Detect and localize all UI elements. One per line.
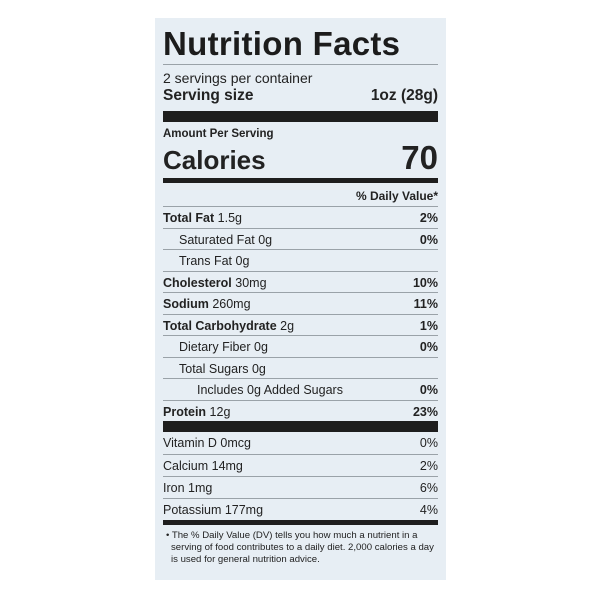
vitamin-row-potassium: Potassium 177mg 4% [163, 498, 438, 520]
servings-per-container: 2 servings per container [163, 70, 313, 86]
amount-per-serving: Amount Per Serving [163, 128, 274, 140]
nutrient-row-added-sugars: Includes 0g Added Sugars 0% [163, 378, 438, 400]
thick-divider [163, 421, 438, 432]
nutrient-row-total-carbohydrate: Total Carbohydrate 2g 1% [163, 313, 438, 336]
nutrient-row-cholesterol: Cholesterol 30mg 10% [163, 270, 438, 293]
label-title: Nutrition Facts [163, 25, 401, 62]
medium-divider [163, 520, 438, 525]
nutrient-row-sodium: Sodium 260mg 11% [163, 292, 438, 314]
calories-value: 70 [401, 139, 438, 176]
thick-divider [163, 111, 438, 122]
divider [163, 64, 438, 65]
serving-size: Serving size 1oz (28g) [163, 86, 438, 106]
nutrient-row-total-sugars: Total Sugars 0g [163, 356, 438, 379]
calories-label: Calories [163, 145, 266, 175]
serving-size-label: Serving size [163, 87, 254, 104]
vitamin-row-iron: Iron 1mg 6% [163, 476, 438, 498]
vitamin-row-vitamin-d: Vitamin D 0mcg 0% [163, 436, 438, 450]
nutrient-row-total-fat: Total Fat 1.5g 2% [163, 206, 438, 228]
serving-size-value: 1oz (28g) [370, 87, 438, 104]
nutrient-row-saturated-fat: Saturated Fat 0g 0% [163, 227, 438, 250]
daily-value-header: % Daily Value* [355, 189, 438, 203]
nutrient-row-trans-fat: Trans Fat 0g [163, 249, 438, 271]
medium-divider [163, 178, 438, 183]
calories-row: Calories 70 [163, 139, 438, 176]
vitamin-row-calcium: Calcium 14mg 2% [163, 454, 438, 476]
nutrition-facts-label: Nutrition Facts 2 servings per container… [155, 18, 446, 580]
footnote: • The % Daily Value (DV) tells you how m… [166, 530, 434, 565]
vitamins-section: Vitamin D 0mcg 0% Calcium 14mg 2% Iron 1mg… [163, 432, 438, 520]
nutrient-row-dietary-fiber: Dietary Fiber 0g 0% [163, 335, 438, 357]
nutrient-row-protein: Protein 12g 23% [163, 399, 438, 422]
